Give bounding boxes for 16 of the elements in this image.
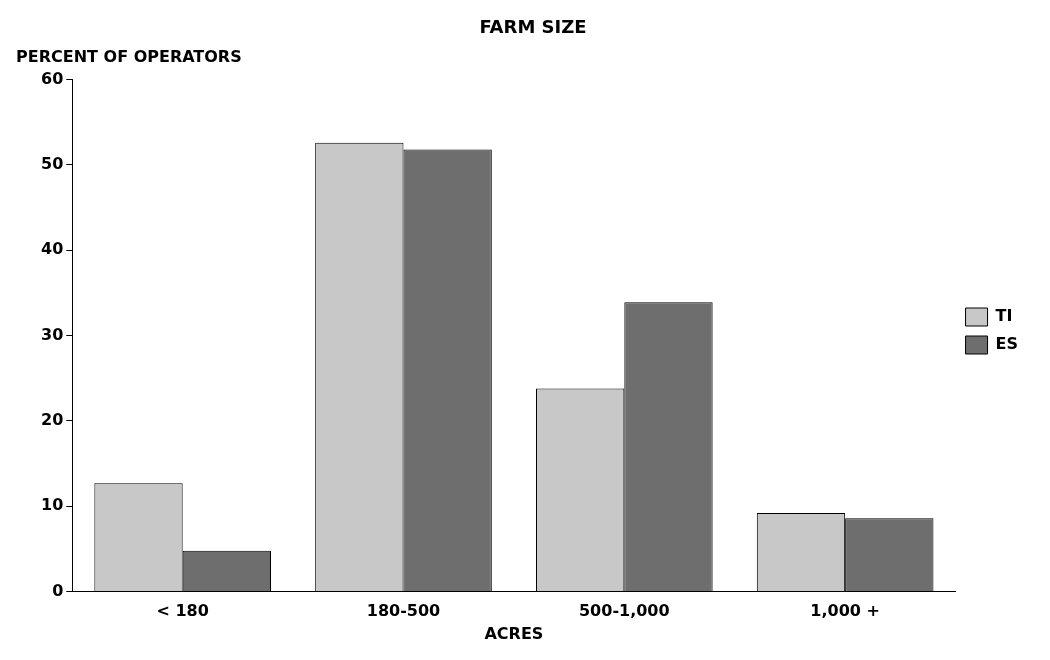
y-axis-title: PERCENT OF OPERATORS: [16, 46, 242, 66]
x-tick-label: < 180: [156, 601, 209, 621]
legend-label: TI: [995, 306, 1013, 326]
legend-label: ES: [995, 334, 1018, 354]
x-tick-label: 1,000 +: [810, 601, 880, 621]
y-tick-label: 60: [41, 68, 64, 88]
chart-title: FARM SIZE: [479, 16, 587, 38]
y-tick-label: 20: [41, 410, 64, 430]
y-tick-label: 50: [41, 154, 64, 174]
y-tick-label: 10: [41, 495, 64, 515]
x-tick-label: 500-1,000: [578, 601, 670, 621]
y-tick-label: 0: [52, 580, 64, 600]
y-tick-label: 30: [41, 324, 64, 344]
x-tick-label: 180-500: [366, 601, 441, 621]
y-tick-label: 40: [41, 239, 64, 259]
x-axis-title: ACRES: [484, 623, 544, 643]
